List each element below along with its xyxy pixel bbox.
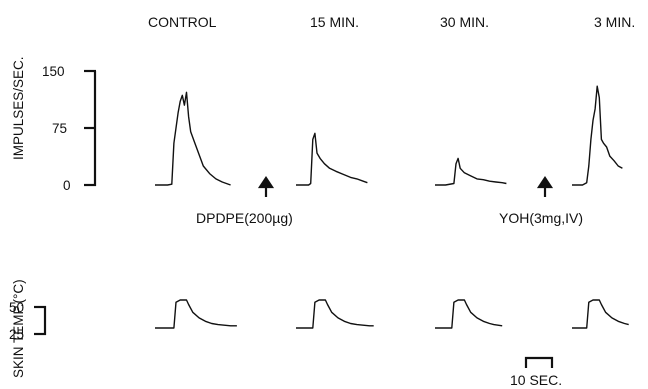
impulse-trace-30-min	[435, 157, 507, 186]
skin-temp-tick-label-25: 25	[9, 327, 24, 342]
impulse-trace-15-min	[296, 132, 368, 186]
dpdpe-arrow-icon	[257, 176, 275, 197]
condition-label-15-min: 15 MIN.	[310, 14, 359, 30]
skin-temp-axis-label: SKIN TEMP.(°C)	[11, 279, 26, 378]
yoh-arrow-icon	[536, 176, 554, 197]
temp-trace-15-min	[296, 299, 374, 329]
impulses-tick-label-75: 75	[52, 121, 67, 136]
condition-label-30-min: 30 MIN.	[440, 14, 489, 30]
time-scale-bar	[524, 356, 554, 368]
temp-trace-control	[155, 299, 237, 329]
yoh-annotation: YOH(3mg,IV)	[499, 210, 583, 226]
dpdpe-annotation: DPDPE(200µg)	[196, 210, 293, 226]
impulse-trace-3-min	[572, 85, 623, 186]
impulse-trace-control	[155, 91, 231, 186]
impulses-tick-label-0: 0	[63, 178, 71, 193]
time-scale-label: 10 SEC.	[510, 372, 562, 388]
impulses-axis-label: IMPULSES/SEC.	[11, 56, 26, 160]
condition-label-3-min: 3 MIN.	[594, 14, 635, 30]
impulses-tick-label-150: 150	[42, 64, 65, 79]
skin-temp-tick-label-50: 50	[9, 300, 24, 315]
temp-trace-30-min	[435, 299, 503, 329]
condition-label-control: CONTROL	[148, 14, 217, 30]
temp-trace-3-min	[572, 299, 629, 329]
